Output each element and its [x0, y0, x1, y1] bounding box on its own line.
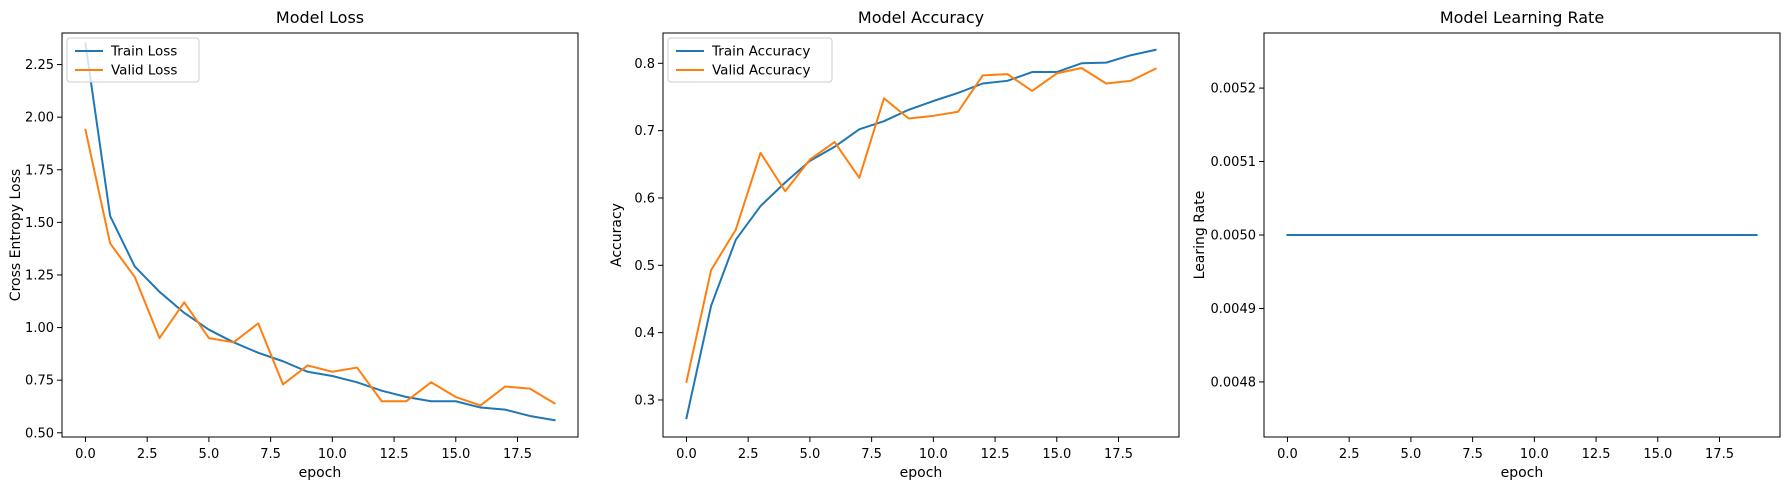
x-tick-label: 12.5 [1582, 447, 1611, 462]
chart-title: Model Learning Rate [1440, 8, 1604, 27]
x-tick-label: 5.0 [1401, 447, 1422, 462]
series-line-2 [685, 67, 1157, 383]
x-tick-label: 2.5 [137, 447, 158, 462]
chart-title: Model Accuracy [858, 8, 984, 27]
y-tick-label: 0.3 [634, 393, 655, 408]
y-axis-label: Cross Entropy Loss [8, 169, 24, 301]
legend: Train Loss Valid Loss [66, 37, 200, 83]
legend-label: Train Accuracy [711, 44, 810, 60]
x-tick-label: 17.5 [1104, 447, 1133, 462]
y-tick-label: 0.0048 [1211, 375, 1257, 390]
legend-label: Train Loss [110, 44, 177, 60]
subplot-2: 0.0 2.5 5.0 7.5 10.0 12.5 15.0 17.5 0.3 0.4 0.5 0.6… [609, 8, 1180, 481]
x-tick-label: 2.5 [738, 447, 759, 462]
legend: Train Accuracy Valid Accuracy [667, 37, 833, 83]
x-tick-label: 2.5 [1339, 447, 1360, 462]
x-tick-label: 0.0 [75, 447, 96, 462]
x-tick-label: 10.0 [919, 447, 948, 462]
x-tick-label: 0.0 [676, 447, 697, 462]
x-axis-label: epoch [1501, 465, 1544, 481]
x-tick-label: 5.0 [800, 447, 821, 462]
y-tick-label: 0.7 [634, 124, 655, 139]
y-axis-label: Accuracy [609, 203, 625, 267]
series-line-1 [84, 42, 556, 422]
x-tick-label: 0.0 [1277, 447, 1298, 462]
legend-label: Valid Accuracy [712, 63, 810, 79]
y-tick-label: 0.8 [634, 57, 655, 72]
x-tick-label: 15.0 [441, 447, 470, 462]
y-tick-label: 1.25 [25, 268, 54, 283]
axes-frame [61, 32, 579, 438]
y-axis-label: Learing Rate [1192, 191, 1208, 280]
x-tick-label: 12.5 [380, 447, 409, 462]
subplot-3: 0.0 2.5 5.0 7.5 10.0 12.5 15.0 17.5 0.0048 0.0049… [1192, 8, 1781, 481]
y-tick-label: 0.0049 [1211, 302, 1257, 317]
legend-box [667, 37, 833, 83]
series-line-1 [685, 48, 1157, 420]
x-tick-label: 15.0 [1643, 447, 1672, 462]
legend-label: Valid Loss [111, 63, 177, 79]
x-tick-label: 7.5 [1462, 447, 1483, 462]
x-tick-label: 17.5 [1705, 447, 1734, 462]
x-axis-label: epoch [299, 465, 342, 481]
y-tick-label: 2.25 [25, 58, 54, 73]
y-tick-label: 0.50 [25, 426, 54, 441]
chart-title: Model Loss [276, 8, 364, 27]
x-tick-label: 10.0 [318, 447, 347, 462]
x-tick-label: 7.5 [260, 447, 281, 462]
y-tick-label: 1.75 [25, 163, 54, 178]
y-tick-label: 0.4 [634, 326, 655, 341]
x-tick-label: 5.0 [199, 447, 220, 462]
x-tick-label: 17.5 [503, 447, 532, 462]
x-tick-label: 12.5 [981, 447, 1010, 462]
x-tick-label: 15.0 [1042, 447, 1071, 462]
subplot-1: 0.0 2.5 5.0 7.5 10.0 12.5 15.0 17.5 0.50 0.75 1.00… [8, 8, 579, 481]
series-line-2 [84, 128, 556, 407]
x-axis-label: epoch [900, 465, 943, 481]
x-tick-label: 10.0 [1520, 447, 1549, 462]
y-tick-label: 0.0052 [1211, 82, 1257, 97]
y-tick-label: 0.75 [25, 374, 54, 389]
y-tick-label: 2.00 [25, 111, 54, 126]
y-tick-label: 0.0051 [1211, 155, 1257, 170]
y-tick-label: 1.00 [25, 321, 54, 336]
y-tick-label: 0.6 [634, 191, 655, 206]
axes-frame [662, 32, 1180, 438]
y-tick-label: 1.50 [25, 216, 54, 231]
x-tick-label: 7.5 [861, 447, 882, 462]
y-tick-label: 0.5 [634, 259, 655, 274]
y-tick-label: 0.0050 [1211, 229, 1257, 244]
